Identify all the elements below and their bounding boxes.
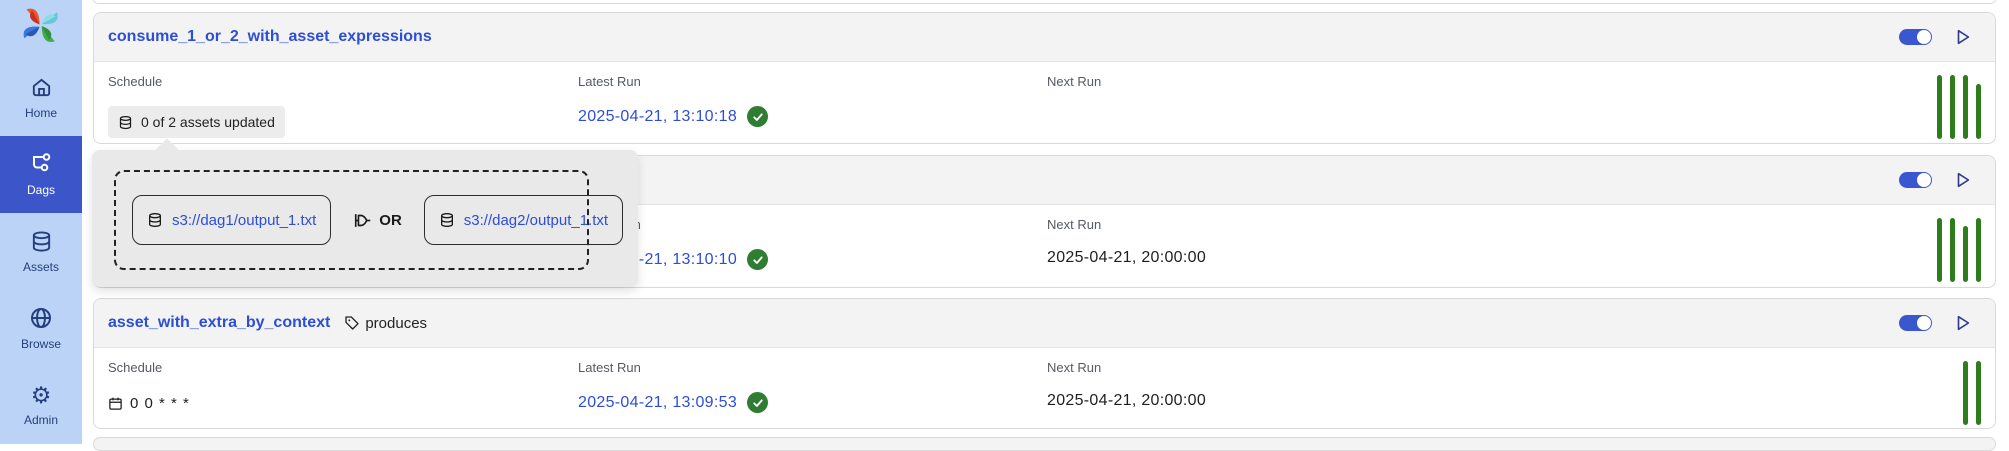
- browse-icon: [31, 308, 51, 328]
- dag-name-link[interactable]: asset_with_extra_by_context: [108, 314, 331, 331]
- dag-card: asset_with_extra_by_context produces Sch…: [93, 298, 1996, 429]
- schedule-column-label: Schedule: [108, 74, 163, 89]
- sidebar: Home Dags Assets Bro: [0, 0, 82, 444]
- latest-run-link[interactable]: 2025-04-21, 13:10:18: [578, 107, 738, 125]
- next-run-value: 2025-04-21, 20:00:00: [1047, 392, 1207, 409]
- dag-card-header: consume_1_or_2_with_asset_expressions: [94, 13, 1995, 62]
- airflow-logo: [23, 8, 58, 42]
- recent-run-bars[interactable]: [1921, 218, 1981, 282]
- run-bar[interactable]: [1950, 75, 1955, 139]
- latest-run-link[interactable]: 2025-04-21, 13:09:53: [578, 393, 738, 411]
- next-card-edge: [93, 437, 1996, 451]
- sidebar-nav: Home Dags Assets Bro: [0, 59, 82, 444]
- schedule-column-label: Schedule: [108, 360, 163, 375]
- or-operator: OR: [353, 212, 402, 229]
- latest-run-column-label: Latest Run: [578, 360, 641, 375]
- or-operator-label: OR: [379, 211, 402, 229]
- asset-chip[interactable]: s3://dag1/output_1.txt: [132, 195, 332, 245]
- admin-icon: ⚙: [30, 382, 52, 408]
- sidebar-item-label: Assets: [22, 259, 59, 274]
- success-check-icon: [747, 106, 769, 127]
- asset-schedule-badge[interactable]: 0 of 2 assets updated: [108, 106, 285, 138]
- asset-chip[interactable]: s3://dag2/output_1.txt: [423, 195, 624, 245]
- dag-card-body: Schedule 0 of 2 assets updated Latest Ru…: [94, 62, 1995, 143]
- assets-icon: [32, 230, 50, 252]
- run-bar[interactable]: [1937, 218, 1942, 282]
- dag-card-header: asset_with_extra_by_context produces: [94, 299, 1995, 348]
- dags-icon: [33, 153, 51, 172]
- toggle-knob: [1917, 30, 1931, 44]
- run-bar[interactable]: [1963, 361, 1968, 425]
- run-bar[interactable]: [1963, 75, 1968, 139]
- success-check-icon: [747, 392, 769, 413]
- cron-schedule-value: 0 0 * * *: [130, 395, 190, 412]
- dag-list: consume_1_or_2_with_asset_expressions Sc…: [82, 0, 2009, 451]
- sidebar-item-label: Browse: [20, 337, 61, 351]
- success-check-icon: [747, 249, 769, 270]
- dag-enabled-toggle[interactable]: [1899, 172, 1932, 188]
- run-bar[interactable]: [1950, 218, 1955, 282]
- run-bar[interactable]: [1937, 75, 1942, 139]
- tag-icon: [345, 316, 359, 330]
- asset-expression-group: s3://dag1/output_1.txt OR s3://dag2/outp…: [114, 170, 624, 270]
- dag-enabled-toggle[interactable]: [1899, 315, 1932, 331]
- asset-icon: [440, 213, 453, 228]
- asset-expression-popover: s3://dag1/output_1.txt OR s3://dag2/outp…: [92, 138, 638, 287]
- sidebar-item-label: Home: [24, 105, 57, 120]
- dag-tag-label: produces: [365, 314, 428, 332]
- trigger-dag-button[interactable]: [1954, 28, 1972, 46]
- sidebar-item-assets[interactable]: Assets: [0, 213, 82, 290]
- run-bar[interactable]: [1976, 361, 1981, 425]
- next-run-column-label: Next Run: [1047, 217, 1102, 232]
- run-bar[interactable]: [1963, 226, 1968, 282]
- recent-run-bars[interactable]: [1921, 75, 1981, 139]
- trigger-dag-button[interactable]: [1954, 171, 1972, 189]
- toggle-knob: [1917, 173, 1931, 187]
- sidebar-item-admin[interactable]: ⚙ Admin: [0, 367, 82, 444]
- dag-enabled-toggle[interactable]: [1899, 29, 1932, 45]
- recent-run-bars[interactable]: [1921, 361, 1981, 425]
- home-icon: [32, 78, 50, 96]
- schedule-badge-text: 0 of 2 assets updated: [141, 114, 275, 130]
- next-run-value: 2025-04-21, 20:00:00: [1047, 249, 1207, 266]
- next-run-column-label: Next Run: [1047, 360, 1102, 375]
- asset-link[interactable]: s3://dag1/output_1.txt: [172, 211, 317, 229]
- sidebar-item-dags[interactable]: Dags: [0, 136, 82, 213]
- dag-tag[interactable]: produces: [344, 315, 427, 332]
- asset-link[interactable]: s3://dag2/output_1.txt: [463, 211, 609, 229]
- next-run-column-label: Next Run: [1047, 74, 1102, 89]
- dag-name-link[interactable]: consume_1_or_2_with_asset_expressions: [108, 28, 432, 45]
- run-bar[interactable]: [1976, 218, 1981, 282]
- dag-card: consume_1_or_2_with_asset_expressions Sc…: [93, 12, 1996, 144]
- asset-icon: [149, 213, 161, 228]
- asset-icon: [119, 115, 132, 129]
- run-bar[interactable]: [1976, 84, 1981, 139]
- sidebar-item-home[interactable]: Home: [0, 59, 82, 136]
- sidebar-item-browse[interactable]: Browse: [0, 290, 82, 367]
- previous-card-edge: [93, 0, 1996, 4]
- or-gate-icon: [355, 213, 371, 227]
- latest-run-column-label: Latest Run: [578, 74, 641, 89]
- toggle-knob: [1917, 316, 1931, 330]
- trigger-dag-button[interactable]: [1954, 314, 1972, 332]
- sidebar-item-label: Dags: [26, 183, 55, 197]
- dag-card-body: Schedule 0 0 * * * Latest Run 2025-04-21…: [94, 348, 1995, 428]
- calendar-icon: [109, 397, 122, 410]
- sidebar-item-label: Admin: [23, 413, 58, 427]
